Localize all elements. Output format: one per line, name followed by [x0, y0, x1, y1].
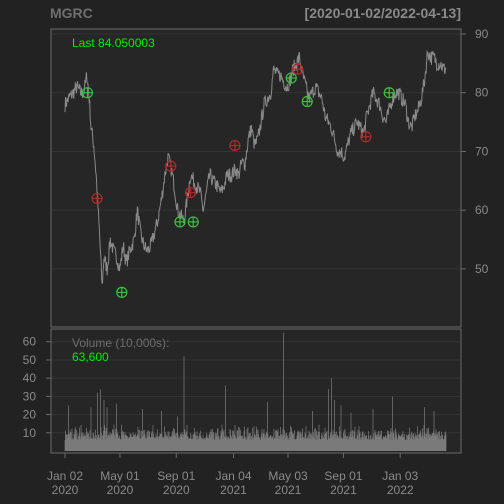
buy-signal-marker [301, 95, 313, 108]
volume-tick-label: 30 [23, 389, 37, 403]
signal-markers [81, 63, 395, 298]
x-tick-label-month: Sep 01 [157, 469, 195, 483]
volume-bars [64, 332, 447, 451]
volume-last-value: 63,600 [72, 350, 109, 364]
buy-signal-marker [174, 216, 186, 228]
x-tick-label-year: 2021 [275, 483, 302, 497]
x-tick-label-year: 2020 [107, 483, 134, 497]
x-tick-label-month: Jan 03 [382, 469, 418, 483]
last-price-label: Last 84.050003 [72, 36, 155, 50]
buy-signal-marker [383, 87, 395, 99]
x-tick-label-month: May 01 [100, 469, 140, 483]
price-tick-label: 80 [475, 86, 489, 100]
x-tick-label-year: 2021 [220, 483, 247, 497]
volume-tick-label: 60 [23, 335, 37, 349]
sell-signal-marker [91, 192, 103, 205]
price-tick-label: 60 [475, 203, 489, 217]
x-tick-label-year: 2022 [387, 483, 414, 497]
x-tick-label-month: Jan 04 [216, 469, 252, 483]
x-tick-label-year: 2020 [52, 483, 79, 497]
x-tick-label-month: Jan 02 [47, 469, 83, 483]
volume-tick-label: 20 [23, 408, 37, 422]
buy-signal-marker [116, 286, 128, 298]
volume-panel-border [50, 328, 462, 454]
buy-signal-marker [187, 216, 199, 228]
x-tick-label-month: Sep 01 [324, 469, 362, 483]
sell-signal-marker [292, 63, 304, 75]
price-panel-border [50, 28, 462, 328]
sell-signal-marker [184, 186, 197, 199]
price-tick-label: 50 [475, 262, 489, 276]
buy-signal-marker [285, 72, 297, 84]
volume-title: Volume (10,000s): [72, 336, 169, 350]
sell-signal-marker [165, 160, 177, 172]
sell-signal-marker [229, 139, 241, 152]
volume-tick-label: 40 [23, 371, 37, 385]
price-line [64, 49, 447, 285]
price-tick-label: 90 [475, 27, 489, 41]
price-tick-label: 70 [475, 144, 489, 158]
volume-tick-label: 50 [23, 353, 37, 367]
volume-tick-label: 10 [23, 426, 37, 440]
x-tick-label-month: May 03 [268, 469, 308, 483]
x-tick-label-year: 2021 [330, 483, 357, 497]
sell-signal-marker [360, 131, 372, 143]
symbol-title: MGRC [50, 5, 93, 21]
x-tick-label-year: 2020 [163, 483, 190, 497]
price-panel-bg [51, 29, 461, 327]
buy-signal-marker [81, 87, 94, 99]
date-range-title: [2020-01-02/2022-04-13] [304, 5, 461, 21]
price-series [64, 49, 447, 285]
